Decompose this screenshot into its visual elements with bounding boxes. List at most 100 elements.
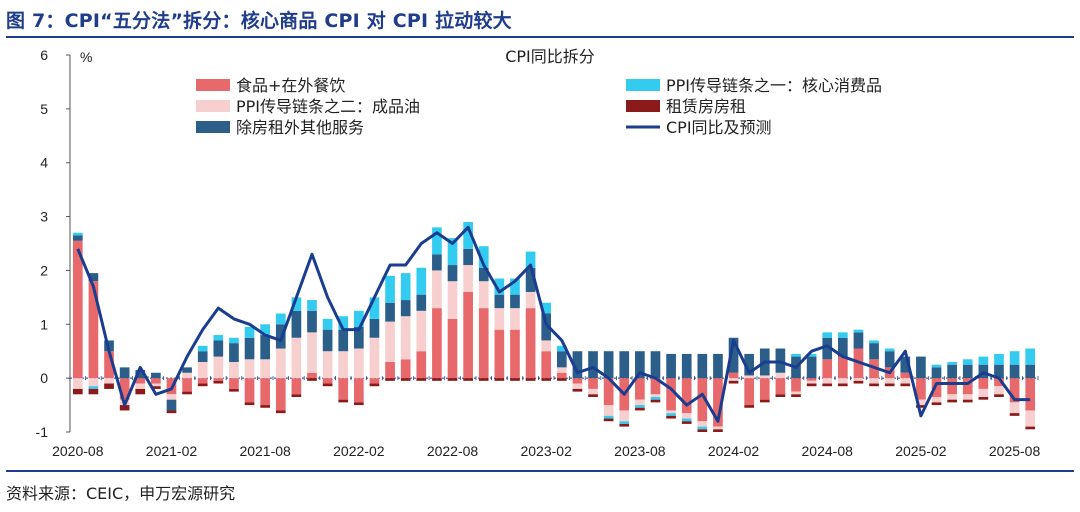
bar-segment bbox=[88, 273, 99, 282]
bar-segment bbox=[931, 396, 942, 403]
bar-segment bbox=[713, 353, 723, 379]
bar-segment bbox=[775, 394, 786, 397]
bar-segment bbox=[666, 413, 676, 416]
bar-segment bbox=[166, 399, 177, 411]
bar-segment bbox=[697, 378, 708, 422]
legend-label: 除房租外其他服务 bbox=[236, 118, 364, 137]
bar-segment bbox=[853, 378, 864, 381]
bar-segment bbox=[931, 364, 942, 368]
bar-segment bbox=[338, 316, 349, 330]
bar-segment bbox=[556, 367, 567, 373]
bar-segment bbox=[541, 302, 552, 314]
bar-segment bbox=[291, 310, 302, 338]
bar-segment bbox=[213, 380, 224, 384]
bar-segment bbox=[182, 391, 192, 395]
bar-segment bbox=[447, 281, 458, 319]
legend-swatch bbox=[626, 100, 660, 112]
bar-segment bbox=[353, 348, 364, 379]
bar-segment bbox=[681, 413, 692, 419]
bar-segment bbox=[88, 386, 99, 389]
bar-segment bbox=[822, 378, 833, 384]
x-tick-label: 2022-02 bbox=[333, 443, 385, 459]
cpi-decomposition-chart: -1 0 1 2 3 4 5 6 2020-08 2021-02 2021-08 2022-02 202… bbox=[36, 47, 1041, 459]
bar-segment bbox=[478, 308, 489, 379]
bar-segment bbox=[400, 316, 411, 360]
bar-segment bbox=[244, 402, 255, 406]
bar-segment bbox=[478, 378, 489, 381]
bar-segment bbox=[666, 410, 676, 414]
bar-segment bbox=[88, 378, 99, 387]
bar-segment bbox=[72, 232, 83, 236]
bar-segment bbox=[978, 396, 989, 400]
title-rule bbox=[6, 36, 1074, 38]
bar-segment bbox=[541, 378, 552, 381]
bar-segment bbox=[369, 318, 380, 338]
bar-segment bbox=[697, 353, 708, 379]
bar-segment bbox=[837, 337, 848, 357]
bar-segment bbox=[229, 388, 239, 392]
y-axis-unit-label: % bbox=[80, 49, 92, 65]
bar-segment bbox=[837, 356, 848, 379]
bar-segment bbox=[72, 240, 83, 379]
x-tick-label: 2021-02 bbox=[146, 443, 198, 459]
bar-segment bbox=[962, 399, 973, 403]
bar-segment bbox=[869, 340, 879, 344]
bar-segment bbox=[400, 378, 411, 381]
bar-segment bbox=[478, 281, 489, 309]
bar-segment bbox=[728, 378, 739, 381]
bar-segment bbox=[525, 308, 536, 379]
bar-segment bbox=[650, 378, 661, 395]
bar-segment bbox=[525, 378, 536, 381]
bar-segment bbox=[556, 345, 567, 352]
bar-segment bbox=[588, 388, 598, 395]
bar-segment bbox=[822, 359, 833, 379]
bar-segment bbox=[385, 302, 395, 322]
bar-segment bbox=[135, 388, 146, 395]
bar-segment bbox=[447, 378, 458, 381]
bar-segment bbox=[635, 399, 645, 406]
bar-segment bbox=[369, 383, 380, 387]
bar-segment bbox=[697, 421, 708, 427]
bar-segment bbox=[869, 383, 879, 387]
x-tick-label: 2024-02 bbox=[708, 443, 760, 459]
bar-segment bbox=[494, 378, 505, 381]
bar-segment bbox=[994, 394, 1004, 397]
bar-segment bbox=[353, 402, 364, 406]
bar-segment bbox=[197, 383, 208, 387]
bar-segment bbox=[291, 297, 302, 311]
bar-segment bbox=[447, 238, 458, 266]
bar-segment bbox=[260, 359, 271, 379]
bar-segment bbox=[1025, 364, 1036, 379]
bar-segment bbox=[213, 378, 224, 381]
bar-segment bbox=[432, 227, 442, 255]
bar-segment bbox=[603, 378, 614, 406]
bar-segment bbox=[510, 308, 520, 330]
bar-segment bbox=[853, 380, 864, 384]
y-tick-label: 5 bbox=[40, 101, 48, 117]
bar-segment bbox=[338, 329, 349, 352]
bar-segment bbox=[182, 378, 192, 392]
bar-segment bbox=[666, 415, 676, 419]
bar-segment bbox=[353, 326, 364, 349]
bar-segment bbox=[666, 353, 676, 379]
bar-segment bbox=[916, 378, 926, 400]
bar-segment bbox=[791, 353, 801, 357]
bar-segment bbox=[572, 388, 583, 392]
bar-segment bbox=[510, 278, 520, 295]
bar-segment bbox=[994, 353, 1004, 365]
legend-label: 食品+在外餐饮 bbox=[236, 76, 345, 95]
bar-segment bbox=[244, 337, 255, 360]
bar-segment bbox=[213, 335, 224, 341]
bar-segment bbox=[463, 265, 473, 292]
bar-segment bbox=[994, 364, 1004, 379]
bar-segment bbox=[744, 375, 755, 379]
bar-segment bbox=[197, 345, 208, 352]
legend-swatch bbox=[626, 79, 660, 91]
bar-segment bbox=[837, 378, 848, 384]
bar-segment bbox=[447, 265, 458, 282]
bar-segment bbox=[962, 394, 973, 400]
bar-segment bbox=[151, 372, 161, 379]
bar-segment bbox=[931, 402, 942, 406]
bar-segment bbox=[197, 351, 208, 362]
